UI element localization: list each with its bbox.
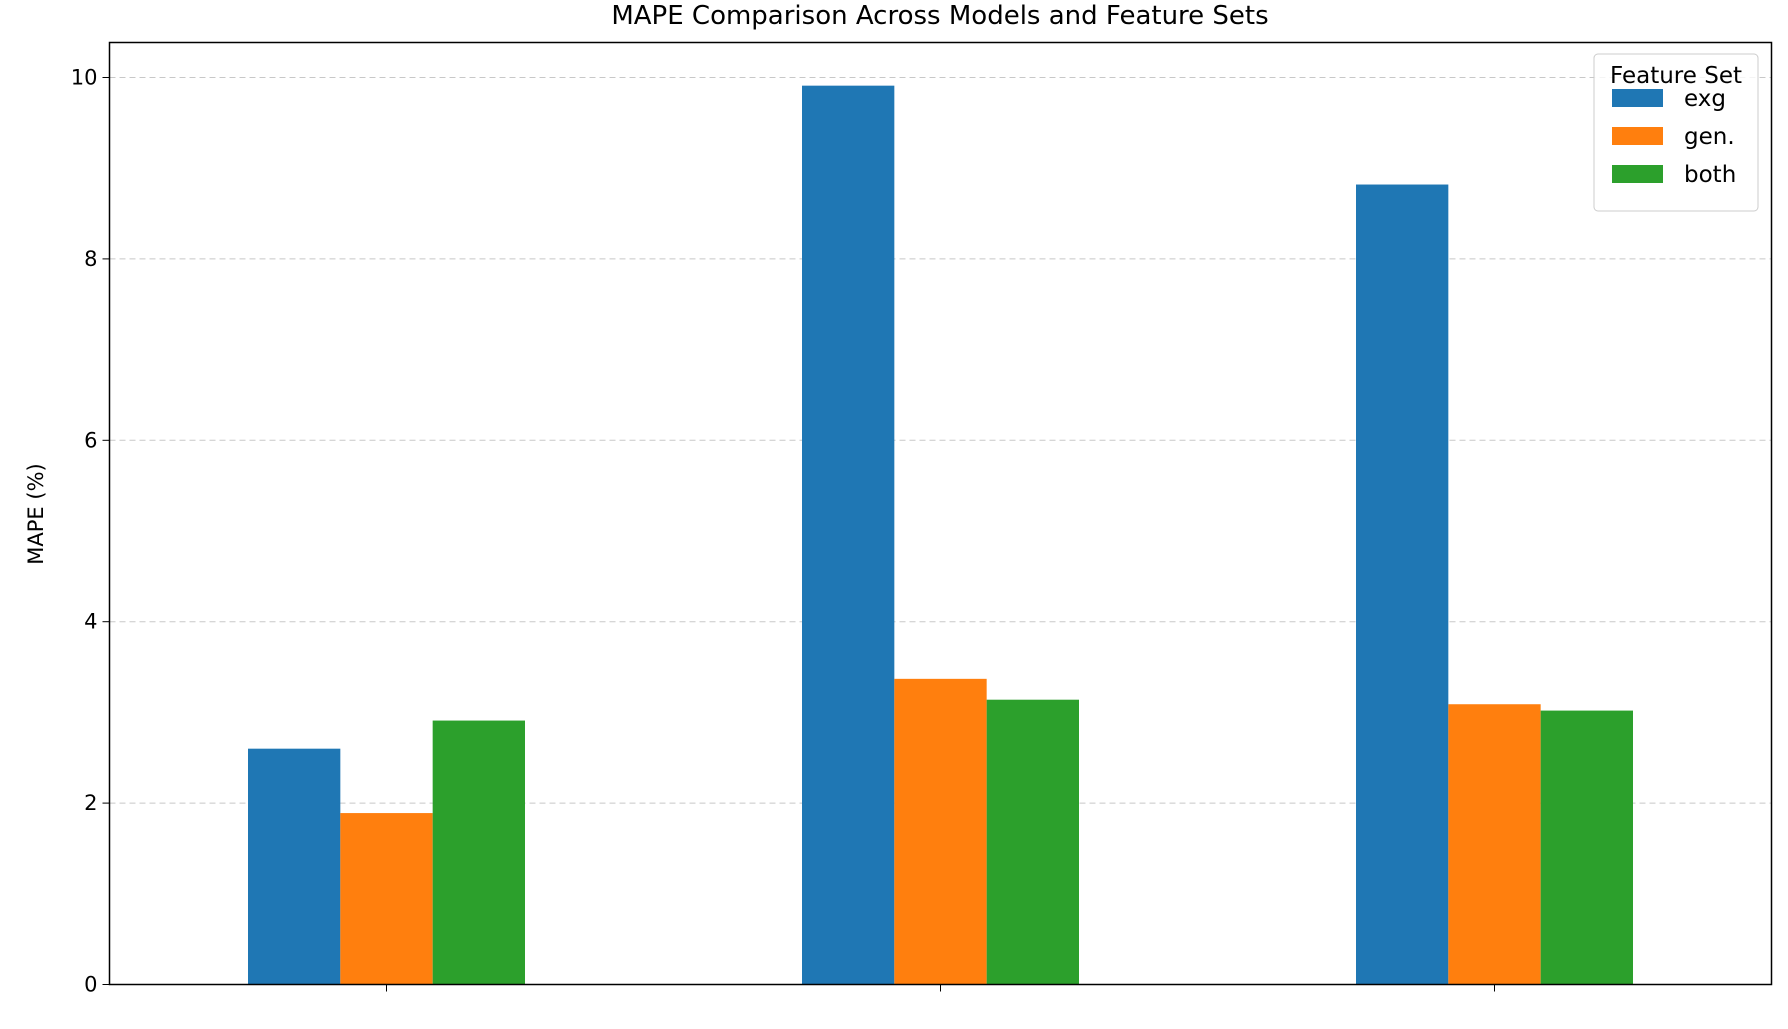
bar-both-0 xyxy=(432,720,525,985)
legend-label: both xyxy=(1684,162,1736,188)
y-axis-label: MAPE (%) xyxy=(24,463,48,564)
y-tick-label: 4 xyxy=(84,610,97,634)
bar-exg-1 xyxy=(802,85,895,985)
bar-gen-0 xyxy=(340,813,433,985)
legend-label: gen. xyxy=(1684,124,1735,150)
legend-swatch xyxy=(1612,89,1663,107)
legend-swatch xyxy=(1612,165,1663,183)
chart-title: MAPE Comparison Across Models and Featur… xyxy=(611,1,1268,31)
y-axis-ticks: 0 2 4 6 8 10 xyxy=(71,66,110,997)
bar-gen-1 xyxy=(894,678,987,985)
y-tick-label: 8 xyxy=(84,247,97,271)
legend: Feature Set exg gen. both xyxy=(1593,53,1759,212)
legend-label: exg xyxy=(1684,86,1726,112)
bars xyxy=(248,85,1633,985)
bar-exg-0 xyxy=(248,748,341,985)
legend-swatch xyxy=(1612,127,1663,145)
bar-both-2 xyxy=(1540,710,1633,985)
x-axis-ticks xyxy=(386,984,1495,992)
bar-gen-2 xyxy=(1448,704,1541,985)
legend-title: Feature Set xyxy=(1610,63,1742,89)
y-tick-label: 2 xyxy=(84,791,97,815)
bar-exg-2 xyxy=(1356,184,1449,985)
bar-both-1 xyxy=(986,699,1079,985)
y-tick-label: 6 xyxy=(84,428,97,452)
y-tick-label: 10 xyxy=(71,66,98,90)
y-tick-label: 0 xyxy=(84,973,97,997)
